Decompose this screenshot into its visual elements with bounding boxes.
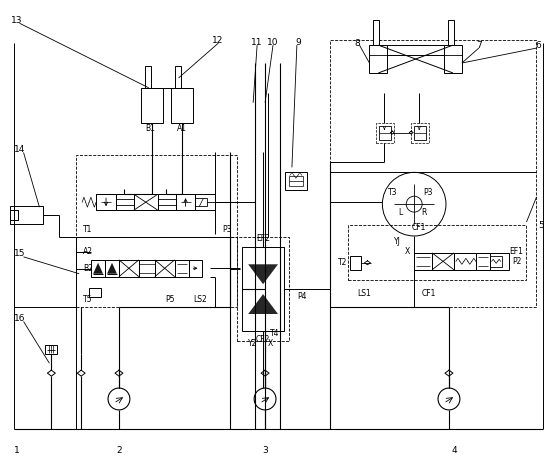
Text: 14: 14 xyxy=(14,145,25,154)
Text: T1: T1 xyxy=(83,225,93,234)
Text: CF1: CF1 xyxy=(422,289,436,298)
Text: EF2: EF2 xyxy=(256,234,270,243)
Text: 5: 5 xyxy=(538,220,544,230)
Text: B1: B1 xyxy=(145,124,155,133)
Bar xyxy=(119,260,139,277)
Bar xyxy=(411,122,429,143)
Polygon shape xyxy=(248,294,278,314)
Text: YJ: YJ xyxy=(394,237,401,246)
Bar xyxy=(96,194,116,210)
Text: P2: P2 xyxy=(512,257,521,266)
Bar xyxy=(237,237,289,341)
Text: 16: 16 xyxy=(14,314,25,323)
Text: LS2: LS2 xyxy=(193,295,207,304)
Bar xyxy=(376,122,394,143)
Bar xyxy=(379,126,391,140)
Bar xyxy=(242,247,284,331)
Bar xyxy=(347,225,526,280)
Text: 1: 1 xyxy=(14,446,19,455)
Bar xyxy=(176,194,196,210)
Text: 3: 3 xyxy=(262,446,268,455)
Bar xyxy=(370,45,387,73)
Bar xyxy=(45,345,57,354)
Bar xyxy=(96,194,216,210)
Bar xyxy=(139,260,155,277)
Text: 12: 12 xyxy=(212,36,223,45)
Text: X: X xyxy=(268,339,273,348)
Text: CF2: CF2 xyxy=(256,335,270,344)
Bar xyxy=(76,155,237,237)
Text: 4: 4 xyxy=(451,446,456,455)
Bar xyxy=(91,260,105,277)
Bar xyxy=(116,194,134,210)
Bar xyxy=(171,88,192,122)
Text: CF1: CF1 xyxy=(412,223,427,231)
Bar xyxy=(350,256,362,270)
Bar xyxy=(444,45,462,73)
Text: B2: B2 xyxy=(83,264,93,273)
Bar xyxy=(89,288,101,297)
Polygon shape xyxy=(107,263,117,274)
Bar xyxy=(175,66,181,88)
Text: 8: 8 xyxy=(355,39,361,48)
Bar xyxy=(414,253,509,270)
Text: P3: P3 xyxy=(423,188,433,197)
Bar xyxy=(105,260,119,277)
Text: 9: 9 xyxy=(295,37,301,47)
Text: T3: T3 xyxy=(388,188,397,197)
Text: P4: P4 xyxy=(297,292,306,301)
Text: R: R xyxy=(422,207,427,217)
Text: 6: 6 xyxy=(536,41,541,49)
Bar xyxy=(285,172,307,190)
Text: P3: P3 xyxy=(222,225,232,234)
Text: 7: 7 xyxy=(476,41,481,49)
Text: T5: T5 xyxy=(83,295,93,304)
Bar xyxy=(141,88,163,122)
Bar xyxy=(414,126,426,140)
Bar xyxy=(414,253,432,270)
Text: Y2: Y2 xyxy=(248,339,258,348)
Text: 13: 13 xyxy=(11,16,22,25)
Bar xyxy=(158,194,176,210)
Text: LS1: LS1 xyxy=(357,289,371,298)
Text: A1: A1 xyxy=(177,124,187,133)
Bar xyxy=(175,260,188,277)
Text: EF1: EF1 xyxy=(510,247,524,256)
Bar xyxy=(134,194,158,210)
Bar xyxy=(188,260,202,277)
Text: 11: 11 xyxy=(252,37,263,47)
Text: T2: T2 xyxy=(338,258,347,267)
Text: 10: 10 xyxy=(267,37,279,47)
Text: P5: P5 xyxy=(166,295,175,304)
Bar xyxy=(476,253,490,270)
Bar xyxy=(330,40,536,307)
Bar xyxy=(432,253,454,270)
Text: A2: A2 xyxy=(83,247,93,256)
Text: 15: 15 xyxy=(14,249,25,258)
Text: T4: T4 xyxy=(270,329,280,338)
Bar xyxy=(490,256,501,267)
Bar xyxy=(196,198,207,206)
Bar xyxy=(155,260,175,277)
Bar xyxy=(448,20,454,45)
Bar xyxy=(9,210,18,220)
Bar xyxy=(9,206,43,224)
Bar xyxy=(454,253,476,270)
Bar xyxy=(289,176,303,186)
Bar xyxy=(145,66,151,88)
Bar xyxy=(373,20,379,45)
Polygon shape xyxy=(93,263,103,274)
Text: X: X xyxy=(404,247,410,256)
Text: 2: 2 xyxy=(116,446,122,455)
Bar xyxy=(76,237,237,307)
Text: L: L xyxy=(398,207,402,217)
Polygon shape xyxy=(248,264,278,284)
